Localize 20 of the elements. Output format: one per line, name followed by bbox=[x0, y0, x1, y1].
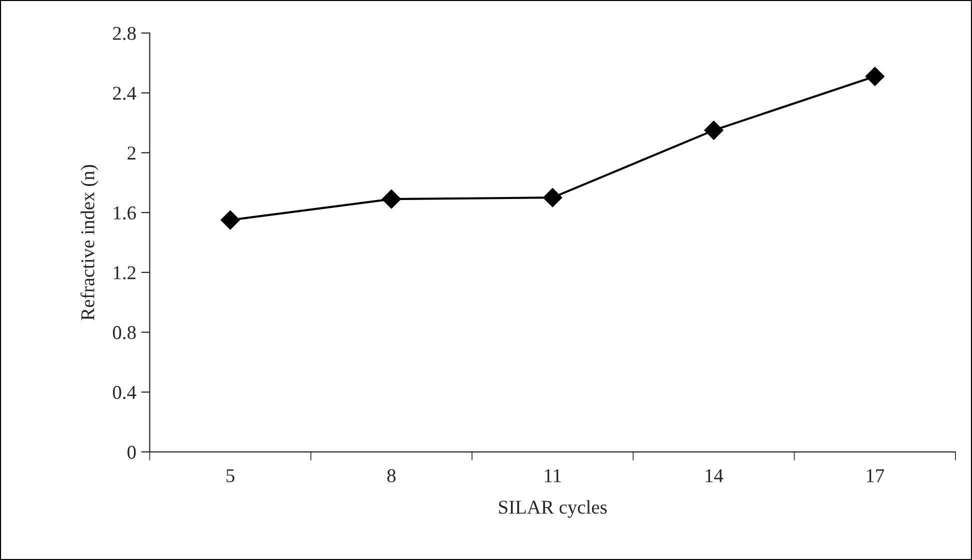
y-tick-label: 0.4 bbox=[112, 386, 136, 400]
x-tick-label: 5 bbox=[226, 469, 234, 482]
x-axis-title: SILAR cycles bbox=[499, 500, 607, 518]
y-tick-label: 1.2 bbox=[114, 266, 136, 280]
x-tick-label: 8 bbox=[387, 469, 396, 482]
y-tick-label: 0 bbox=[128, 446, 136, 459]
y-tick-label: 1.6 bbox=[114, 206, 136, 220]
point bbox=[220, 210, 240, 230]
point bbox=[382, 190, 401, 209]
x-tick-label: 17 bbox=[866, 469, 884, 482]
y-tick-label: 2.4 bbox=[113, 86, 136, 100]
y-tick-label: 2.8 bbox=[113, 26, 136, 40]
point bbox=[865, 66, 884, 86]
point bbox=[704, 120, 724, 140]
x-tick-label: 11 bbox=[544, 469, 561, 482]
y-tick-label: 0.8 bbox=[112, 326, 136, 340]
y-axis-title: Refractive index (n) bbox=[80, 165, 98, 320]
y-tick-label: 2 bbox=[128, 146, 136, 160]
x-tick-label: 14 bbox=[706, 469, 724, 482]
point bbox=[543, 188, 562, 208]
